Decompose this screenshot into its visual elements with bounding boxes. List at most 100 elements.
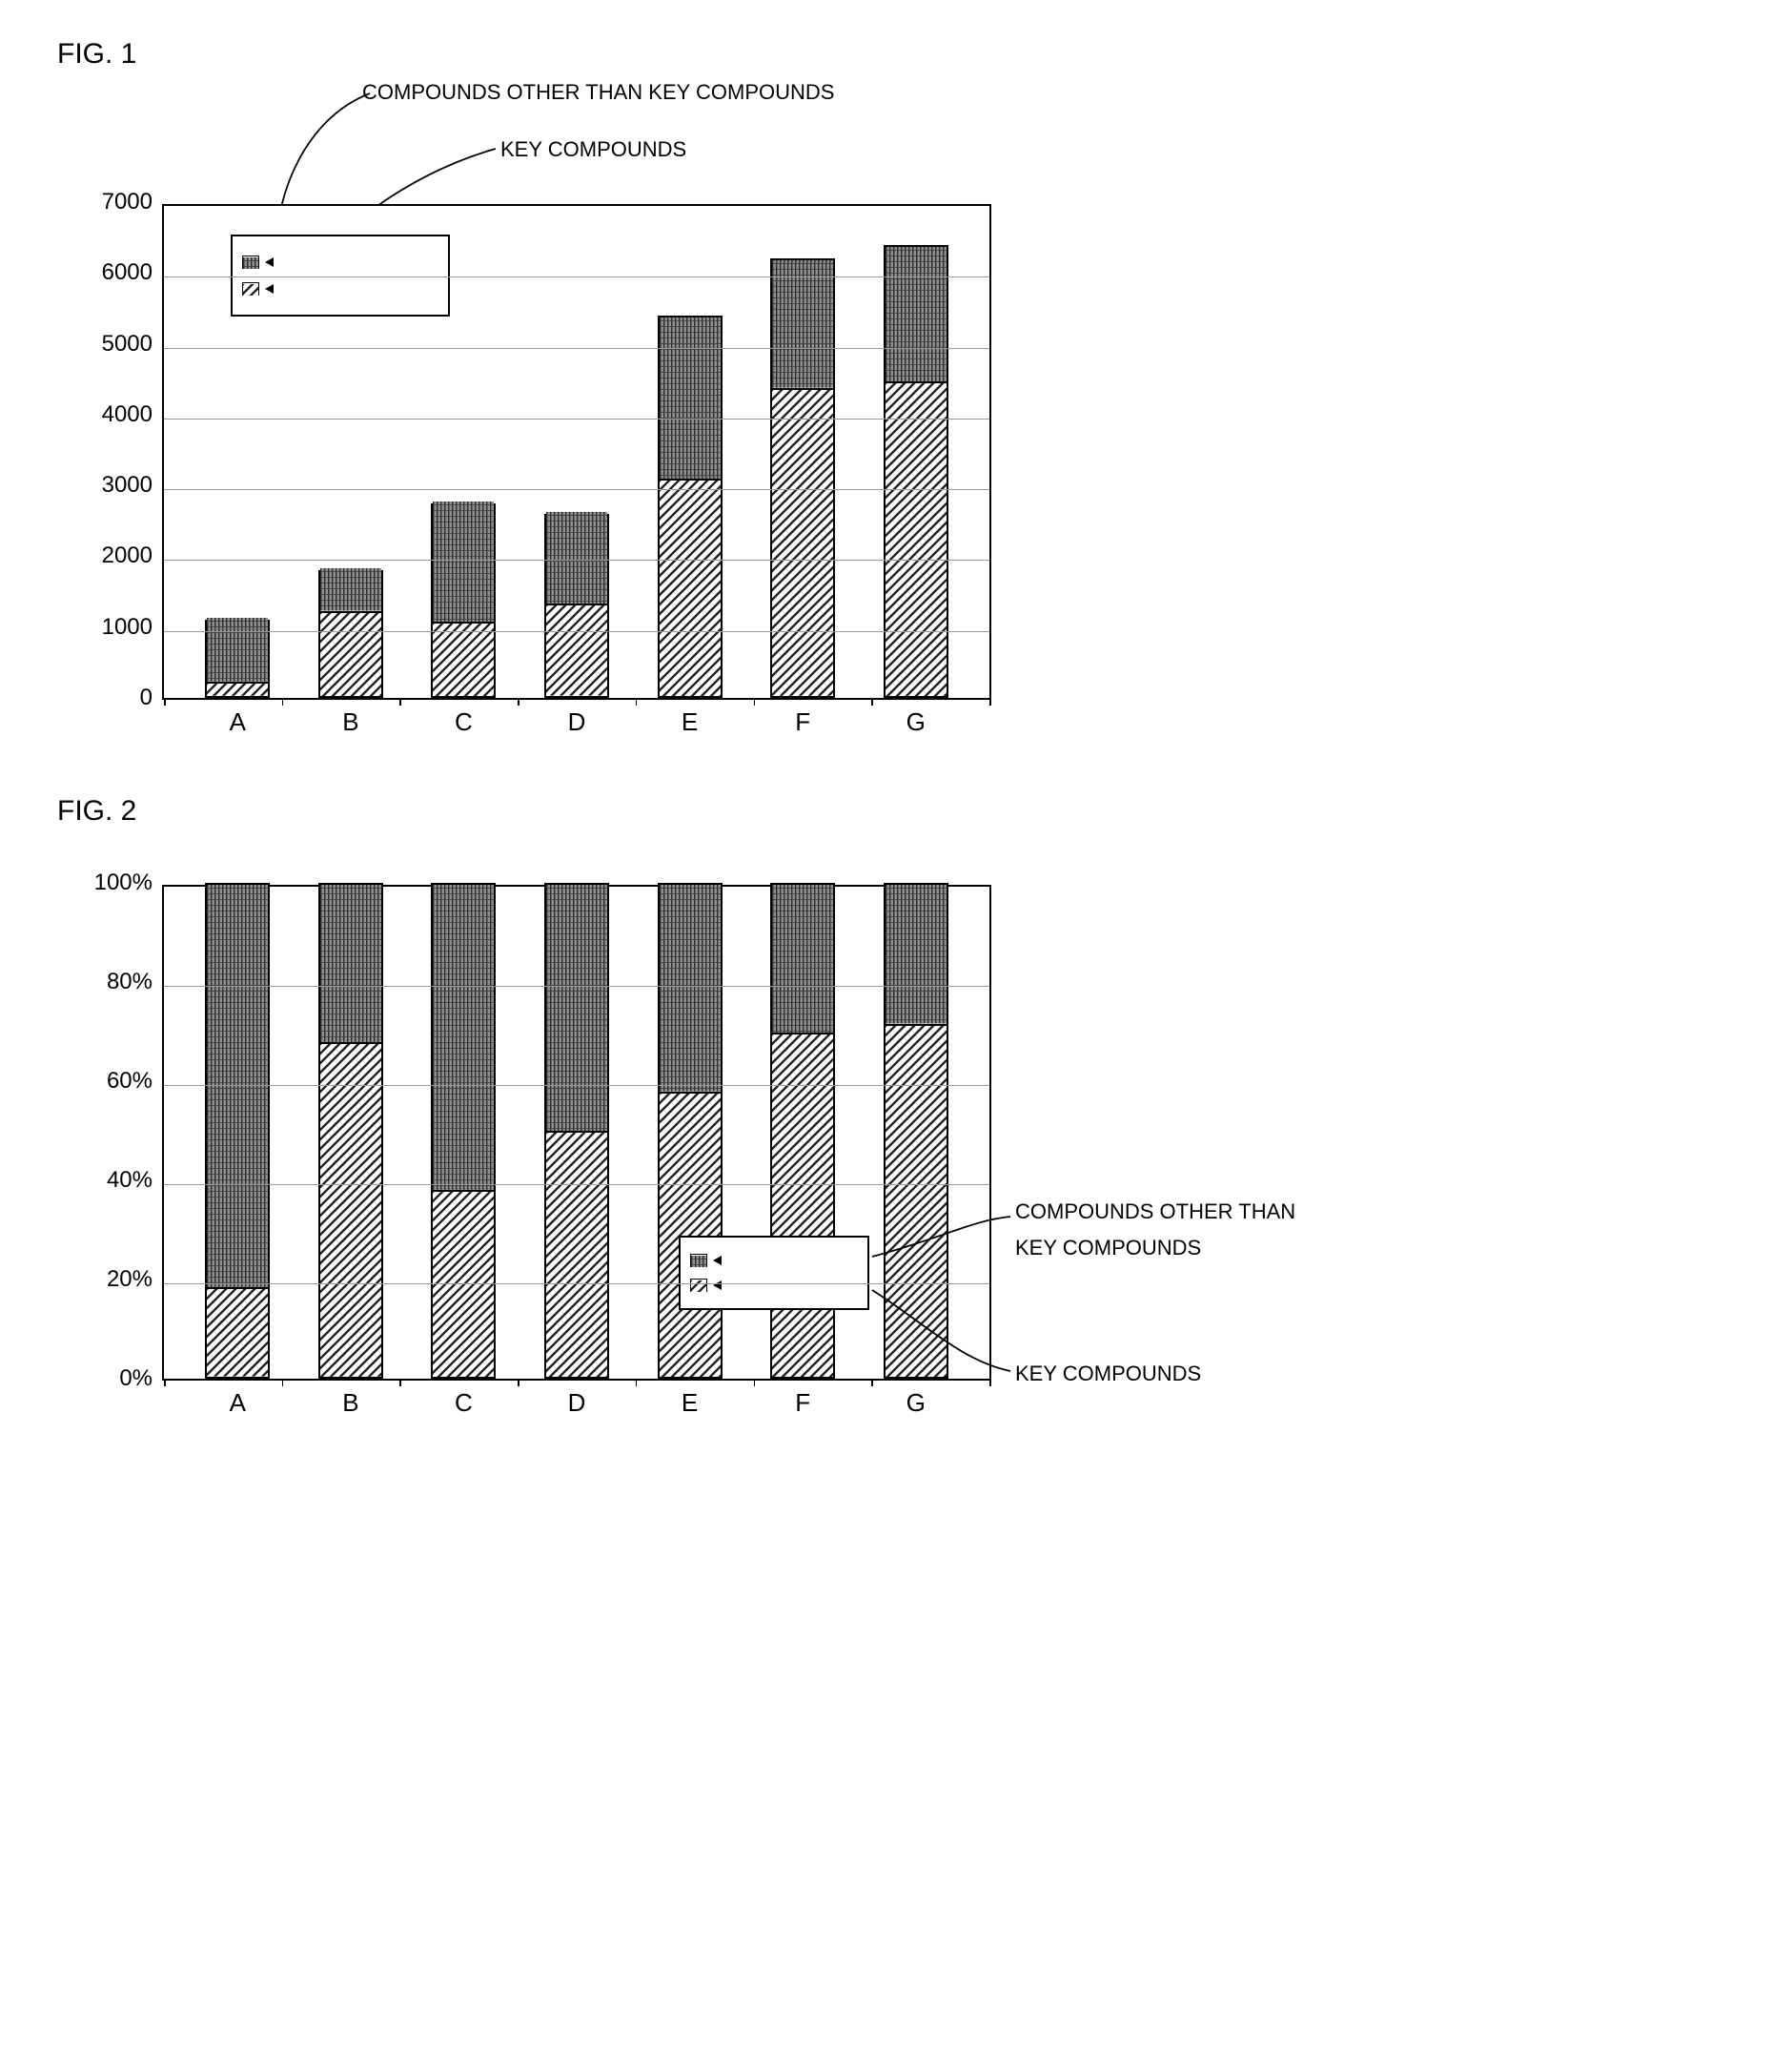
- bar-stack: [205, 883, 270, 1379]
- bar-slot: D: [520, 206, 634, 698]
- xtick-mark: [989, 698, 991, 706]
- bar-slot: G: [859, 206, 972, 698]
- xtick-label: G: [906, 1379, 926, 1418]
- bar-segment-key: [320, 611, 381, 696]
- legend-arrow-icon: [265, 284, 274, 294]
- bar-segment-key: [886, 1024, 947, 1377]
- bar-segment-other: [886, 247, 947, 381]
- ytick-label: 5000: [102, 331, 164, 358]
- xtick-label: F: [795, 1379, 810, 1418]
- ytick-label: 7000: [102, 189, 164, 215]
- bar-segment-key: [546, 604, 607, 696]
- bar-segment-other: [546, 885, 607, 1131]
- fig2-legend-key-row: [690, 1279, 858, 1292]
- xtick-label: C: [455, 1379, 473, 1418]
- bar-slot: D: [520, 887, 634, 1379]
- fig1-legend-other-row: [242, 256, 438, 269]
- legend-arrow-icon: [713, 1256, 722, 1265]
- xtick-mark: [282, 698, 284, 706]
- gridline: [164, 986, 989, 987]
- fig1-legend: [231, 235, 450, 317]
- bar-segment-other: [772, 260, 833, 388]
- bar-slot: F: [746, 206, 860, 698]
- figure-2: FIG. 2 ABCDEFG 0%20%40%60%80%100%: [38, 795, 1754, 1381]
- gridline: [164, 631, 989, 632]
- fig2-plot-area: ABCDEFG 0%20%40%60%80%100%: [162, 885, 991, 1381]
- xtick-mark: [754, 1379, 756, 1386]
- bar-stack: [884, 883, 948, 1379]
- xtick-label: F: [795, 698, 810, 737]
- xtick-mark: [164, 1379, 166, 1386]
- gridline: [164, 1283, 989, 1284]
- xtick-mark: [989, 1379, 991, 1386]
- bar-stack: [544, 883, 609, 1379]
- fig2-legend-other-row: [690, 1254, 858, 1267]
- fig1-callout-key-text: KEY COMPOUNDS: [500, 137, 686, 162]
- bar-segment-key: [886, 381, 947, 696]
- xtick-mark: [636, 1379, 638, 1386]
- bar-segment-other: [546, 512, 607, 604]
- bar-segment-other: [660, 885, 721, 1092]
- gridline: [164, 560, 989, 561]
- legend-arrow-icon: [265, 257, 274, 267]
- bar-stack: [318, 883, 383, 1379]
- bar-segment-other: [207, 885, 268, 1287]
- fig1-legend-key-row: [242, 282, 438, 296]
- bar-segment-other: [320, 568, 381, 611]
- legend-swatch-key-icon: [242, 282, 259, 296]
- xtick-label: C: [455, 698, 473, 737]
- bar-stack: [770, 258, 835, 698]
- bar-slot: C: [407, 887, 520, 1379]
- fig2-legend: [679, 1236, 869, 1310]
- fig2-callout-key-text: KEY COMPOUNDS: [1015, 1362, 1201, 1386]
- bar-stack: [431, 883, 496, 1379]
- bar-stack: [318, 570, 383, 698]
- ytick-label: 1000: [102, 614, 164, 641]
- xtick-label: D: [568, 1379, 586, 1418]
- ytick-label: 6000: [102, 259, 164, 286]
- bar-slot: B: [295, 887, 408, 1379]
- xtick-label: A: [230, 698, 246, 737]
- bar-segment-other: [207, 618, 268, 682]
- bar-stack: [431, 503, 496, 698]
- fig1-label: FIG. 1: [57, 38, 1754, 71]
- bar-segment-other: [433, 885, 494, 1190]
- legend-swatch-key-icon: [690, 1279, 707, 1292]
- xtick-mark: [871, 1379, 873, 1386]
- bar-segment-other: [772, 885, 833, 1033]
- xtick-label: A: [230, 1379, 246, 1418]
- ytick-label: 3000: [102, 472, 164, 499]
- xtick-mark: [636, 698, 638, 706]
- bar-segment-key: [546, 1131, 607, 1377]
- bar-segment-key: [660, 1092, 721, 1377]
- xtick-label: E: [682, 698, 698, 737]
- fig2-callout-other-line2: KEY COMPOUNDS: [1015, 1236, 1295, 1260]
- ytick-label: 20%: [107, 1266, 164, 1293]
- legend-swatch-other-icon: [690, 1254, 707, 1267]
- bar-segment-key: [772, 388, 833, 696]
- bar-segment-other: [886, 885, 947, 1024]
- xtick-label: D: [568, 698, 586, 737]
- bar-segment-key: [320, 1042, 381, 1377]
- bar-stack: [544, 514, 609, 698]
- gridline: [164, 419, 989, 420]
- xtick-label: E: [682, 1379, 698, 1418]
- ytick-label: 0: [140, 685, 164, 711]
- fig1-plot-area: ABCDEFG 01000200030004000500060007000: [162, 204, 991, 700]
- fig2-callout-other-line1: COMPOUNDS OTHER THAN: [1015, 1199, 1295, 1224]
- fig1-chart: ABCDEFG 01000200030004000500060007000: [162, 204, 1754, 700]
- figure-1: FIG. 1 COMPOUNDS OTHER THAN KEY COMPOUND…: [38, 38, 1754, 700]
- xtick-label: B: [342, 1379, 358, 1418]
- bar-segment-other: [320, 885, 381, 1042]
- ytick-label: 80%: [107, 969, 164, 995]
- bar-segment-key: [433, 622, 494, 696]
- bar-slot: G: [859, 887, 972, 1379]
- bar-stack: [658, 316, 723, 698]
- bar-segment-other: [433, 502, 494, 622]
- gridline: [164, 1085, 989, 1086]
- bar-segment-key: [207, 682, 268, 696]
- gridline: [164, 348, 989, 349]
- ytick-label: 2000: [102, 543, 164, 569]
- xtick-mark: [518, 1379, 519, 1386]
- fig2-label: FIG. 2: [57, 795, 1754, 828]
